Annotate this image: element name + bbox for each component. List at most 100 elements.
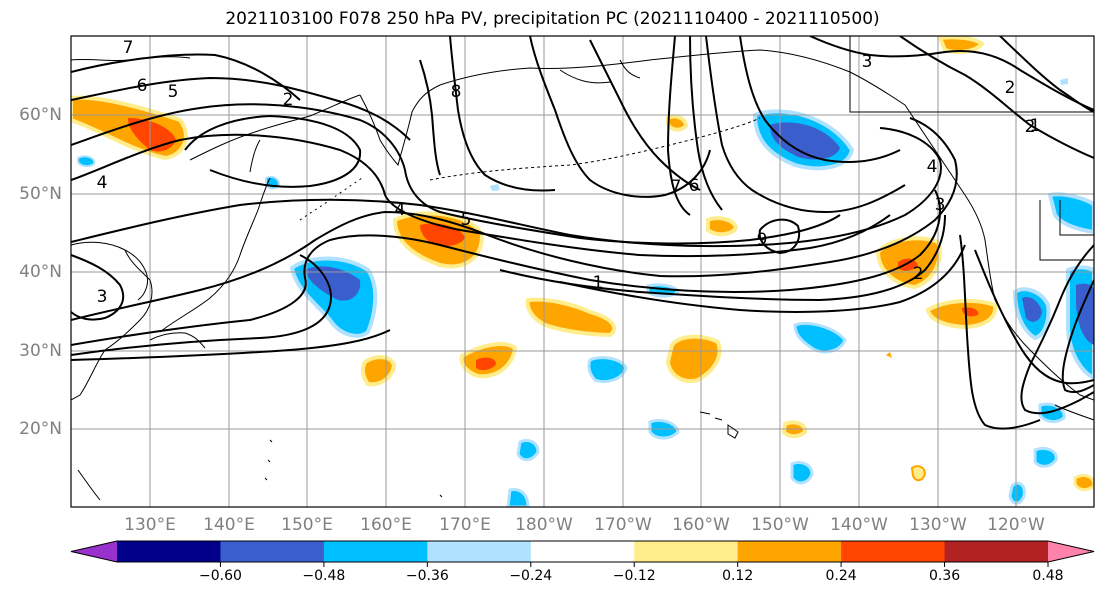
precip-patch-strong xyxy=(898,258,918,271)
pv-contour-label: 3 xyxy=(97,287,108,307)
precip-patch-positive xyxy=(525,297,617,338)
precip-patch-positive xyxy=(666,114,689,132)
coastline-korea xyxy=(124,249,149,301)
precip-patch-negative-strong xyxy=(305,266,361,301)
lat-label: 60°N xyxy=(19,105,62,125)
precip-patch-negative xyxy=(1047,192,1094,235)
gridlines xyxy=(71,36,1094,507)
pv-contour-label: 4 xyxy=(927,157,938,177)
colorbar-segment xyxy=(841,541,946,562)
precip-patch-negative-strong xyxy=(770,122,840,160)
lon-label: 140°E xyxy=(203,515,255,535)
pv-contour-label: 4 xyxy=(395,200,406,220)
colorbar-segment xyxy=(323,541,428,562)
precip-patch-positive xyxy=(937,36,985,54)
colorbar-segment xyxy=(530,541,635,562)
pv-contour-label: 1 xyxy=(1030,116,1041,136)
pv-contour xyxy=(71,103,841,245)
colorbar-segment xyxy=(220,541,325,562)
pv-contour-label: 2 xyxy=(913,264,924,284)
pv-contour-label: 3 xyxy=(862,52,873,72)
pv-contour-label: 1 xyxy=(593,273,604,293)
pv-contour xyxy=(559,244,966,313)
lat-label: 50°N xyxy=(19,184,62,204)
pv-contour-label: 2 xyxy=(283,90,294,110)
precip-patch-negative xyxy=(587,356,628,383)
precip-patch-positive xyxy=(910,465,927,482)
map-frame xyxy=(70,35,1095,508)
precip-patch-negative xyxy=(790,460,814,485)
colorbar-tick-label: 0.12 xyxy=(722,568,753,584)
coastline-okhotsk xyxy=(189,94,361,161)
colorbar-extend-low xyxy=(71,541,117,562)
precip-patch-negative xyxy=(1060,78,1068,85)
colorbar-tick-label: −0.36 xyxy=(406,568,449,584)
lon-label: 120°W xyxy=(987,515,1045,535)
map-title: 2021103100 F078 250 hPa PV, precipitatio… xyxy=(225,9,880,29)
pv-contour xyxy=(71,254,332,356)
pv-contour xyxy=(71,189,941,346)
pv-contour xyxy=(71,53,301,101)
lat-label: 20°N xyxy=(19,419,62,439)
precip-patch-positive xyxy=(665,334,722,383)
pv-contour xyxy=(529,36,711,198)
pv-contour-label: 4 xyxy=(97,173,108,193)
lon-label: 130°W xyxy=(909,515,967,535)
lon-label: 170°E xyxy=(439,515,491,535)
precip-patch-positive xyxy=(925,298,998,330)
pv-contour xyxy=(705,36,906,214)
colorbar-tick-label: −0.60 xyxy=(199,568,242,584)
pv-contour xyxy=(959,234,1041,430)
pv-contour xyxy=(419,59,441,176)
colorbar-segment xyxy=(117,541,221,562)
lon-label: 160°W xyxy=(672,515,730,535)
colorbar-extend-high xyxy=(1048,541,1094,562)
lon-label: 140°W xyxy=(830,515,888,535)
lat-label: 30°N xyxy=(19,341,62,361)
precip-patch-strong xyxy=(476,357,496,371)
pv-contour xyxy=(71,329,391,361)
colorbar-tick-label: −0.24 xyxy=(509,568,552,584)
precip-patch-negative-strong xyxy=(1076,283,1094,345)
precip-patch-positive xyxy=(1073,474,1094,492)
pv-contour xyxy=(758,218,800,255)
coastline-bering xyxy=(559,59,641,84)
precip-patch-strong xyxy=(128,118,176,152)
lon-labels: 130°E 140°E 150°E 160°E 170°E 180°W 170°… xyxy=(124,515,1045,535)
islands-pacific xyxy=(77,439,443,501)
lon-label: 130°E xyxy=(124,515,176,535)
pv-contour-label: 2 xyxy=(1005,78,1016,98)
pv-contour-label: 8 xyxy=(451,82,462,102)
pv-contour xyxy=(739,36,901,163)
pv-contour xyxy=(184,114,362,188)
lon-label: 170°W xyxy=(594,515,652,535)
lon-label: 150°E xyxy=(281,515,333,535)
colorbar-outline xyxy=(70,540,1095,563)
colorbar-segment xyxy=(944,541,1049,562)
lon-label: 160°E xyxy=(360,515,412,535)
pv-contour xyxy=(1020,244,1094,415)
pv-contour xyxy=(809,36,1094,111)
colorbar-segment xyxy=(427,541,532,562)
pv-contours xyxy=(71,36,1094,430)
pv-contour-label: 6 xyxy=(137,76,148,96)
precip-patch-negative xyxy=(1008,481,1026,505)
lon-label: 180°W xyxy=(515,515,573,535)
pv-contour-label: 9 xyxy=(757,230,768,250)
borders-us xyxy=(1039,200,1094,261)
coastline-alaska xyxy=(439,49,966,196)
precip-patch-negative xyxy=(506,488,530,507)
colorbar-tick-label: 0.36 xyxy=(929,568,960,584)
colorbar-tick-label: −0.48 xyxy=(302,568,345,584)
colorbar-tick-label: 0.48 xyxy=(1032,568,1063,584)
pv-contour xyxy=(499,214,946,302)
pv-contour-label: 5 xyxy=(461,210,472,230)
lon-label: 150°W xyxy=(751,515,809,535)
coastline-aleutians xyxy=(429,117,761,181)
pv-contour-label: 2 xyxy=(1025,117,1036,137)
lat-labels: 60°N 50°N 40°N 30°N 20°N xyxy=(19,105,62,439)
pv-contour xyxy=(1061,279,1094,394)
precip-patch-positive xyxy=(886,352,892,358)
colorbar-segment xyxy=(634,541,739,562)
